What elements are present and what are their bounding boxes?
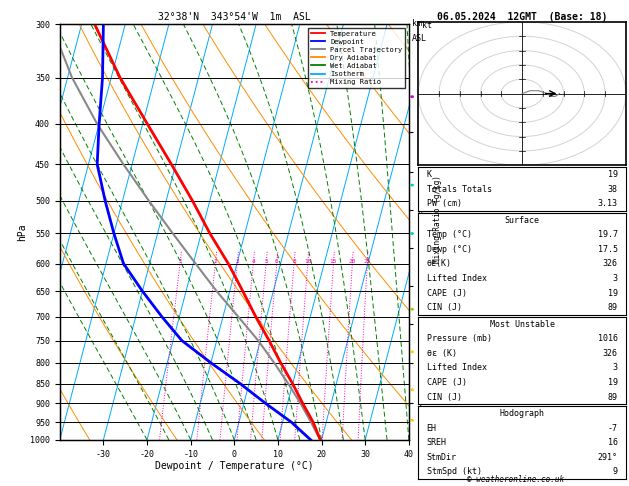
Text: 8: 8 bbox=[292, 259, 296, 263]
Text: 15: 15 bbox=[330, 259, 337, 263]
Text: Mixing Ratio (g/kg): Mixing Ratio (g/kg) bbox=[433, 175, 442, 262]
Text: 89: 89 bbox=[608, 393, 618, 401]
Text: 10: 10 bbox=[304, 259, 311, 263]
Text: 06.05.2024  12GMT  (Base: 18): 06.05.2024 12GMT (Base: 18) bbox=[437, 12, 607, 22]
Text: LCL: LCL bbox=[437, 435, 450, 444]
Y-axis label: hPa: hPa bbox=[17, 223, 27, 241]
Title: 32°38'N  343°54'W  1m  ASL: 32°38'N 343°54'W 1m ASL bbox=[158, 12, 311, 22]
Text: 3: 3 bbox=[235, 259, 239, 263]
Text: Hodograph: Hodograph bbox=[499, 409, 545, 418]
Text: SREH: SREH bbox=[426, 438, 447, 447]
Text: Most Unstable: Most Unstable bbox=[489, 320, 555, 329]
Text: Pressure (mb): Pressure (mb) bbox=[426, 334, 492, 343]
Text: CIN (J): CIN (J) bbox=[426, 303, 462, 312]
Text: Lifted Index: Lifted Index bbox=[426, 274, 487, 283]
Legend: Temperature, Dewpoint, Parcel Trajectory, Dry Adiabat, Wet Adiabat, Isotherm, Mi: Temperature, Dewpoint, Parcel Trajectory… bbox=[308, 28, 405, 88]
Text: Temp (°C): Temp (°C) bbox=[426, 230, 472, 239]
Text: 2: 2 bbox=[213, 259, 217, 263]
Text: CAPE (J): CAPE (J) bbox=[426, 378, 467, 387]
Text: 25: 25 bbox=[364, 259, 371, 263]
Text: 3: 3 bbox=[613, 274, 618, 283]
Text: K: K bbox=[426, 170, 431, 179]
X-axis label: Dewpoint / Temperature (°C): Dewpoint / Temperature (°C) bbox=[155, 461, 314, 471]
Text: ASL: ASL bbox=[412, 34, 427, 43]
Text: 326: 326 bbox=[603, 260, 618, 268]
Text: 19.7: 19.7 bbox=[598, 230, 618, 239]
Text: 6: 6 bbox=[275, 259, 279, 263]
Text: PW (cm): PW (cm) bbox=[426, 199, 462, 208]
Text: 3: 3 bbox=[613, 364, 618, 372]
Text: Surface: Surface bbox=[504, 216, 540, 225]
Text: 3.13: 3.13 bbox=[598, 199, 618, 208]
Text: Totals Totals: Totals Totals bbox=[426, 185, 492, 193]
Text: 19: 19 bbox=[608, 170, 618, 179]
Text: Lifted Index: Lifted Index bbox=[426, 364, 487, 372]
Text: StmSpd (kt): StmSpd (kt) bbox=[426, 468, 482, 476]
Text: θε(K): θε(K) bbox=[426, 260, 452, 268]
Text: EH: EH bbox=[426, 424, 437, 433]
Text: © weatheronline.co.uk: © weatheronline.co.uk bbox=[467, 474, 564, 484]
Text: -7: -7 bbox=[608, 424, 618, 433]
Text: StmDir: StmDir bbox=[426, 453, 457, 462]
Text: 19: 19 bbox=[608, 378, 618, 387]
Text: CAPE (J): CAPE (J) bbox=[426, 289, 467, 297]
Text: 19: 19 bbox=[608, 289, 618, 297]
Text: 16: 16 bbox=[608, 438, 618, 447]
Text: 5: 5 bbox=[264, 259, 268, 263]
Text: 1016: 1016 bbox=[598, 334, 618, 343]
Text: 326: 326 bbox=[603, 349, 618, 358]
Text: km: km bbox=[412, 19, 422, 29]
Text: 4: 4 bbox=[252, 259, 255, 263]
Text: 1: 1 bbox=[178, 259, 182, 263]
Text: CIN (J): CIN (J) bbox=[426, 393, 462, 401]
Text: 291°: 291° bbox=[598, 453, 618, 462]
Text: kt: kt bbox=[423, 20, 432, 30]
Text: 9: 9 bbox=[613, 468, 618, 476]
Text: 38: 38 bbox=[608, 185, 618, 193]
Text: 17.5: 17.5 bbox=[598, 245, 618, 254]
Text: 89: 89 bbox=[608, 303, 618, 312]
Text: 20: 20 bbox=[348, 259, 356, 263]
Text: Dewp (°C): Dewp (°C) bbox=[426, 245, 472, 254]
Text: θε (K): θε (K) bbox=[426, 349, 457, 358]
